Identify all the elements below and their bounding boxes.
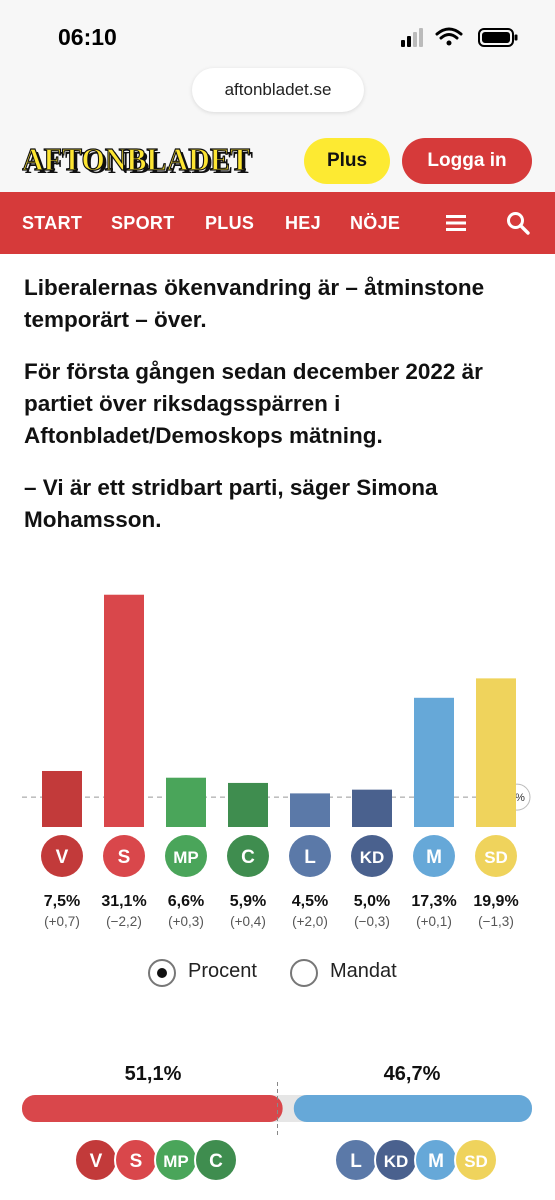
url-text: aftonbladet.se xyxy=(224,80,332,99)
value-label: 19,9% xyxy=(473,893,518,910)
article-paragraph-1: Liberalernas ökenvandring är – åtminston… xyxy=(24,275,485,332)
nav-item-noje[interactable]: NÖJE xyxy=(350,213,401,233)
status-icons xyxy=(401,27,518,47)
party-label: KD xyxy=(360,848,385,867)
bar-s xyxy=(104,594,144,827)
bloc-comparison: 51,1% 46,7% V S MP C L KD M SD xyxy=(22,1063,532,1182)
bar-v xyxy=(42,770,82,827)
party-label: SD xyxy=(484,848,508,867)
nav-item-plus[interactable]: PLUS xyxy=(205,213,255,233)
status-bar: 06:10 xyxy=(0,0,555,80)
bar-kd xyxy=(352,789,392,827)
left-party-badge-c xyxy=(194,1138,238,1182)
article-paragraph-3: – Vi är ett stridbart parti, säger Simon… xyxy=(24,475,438,532)
party-badge-mp[interactable] xyxy=(165,835,207,877)
party-label: S xyxy=(130,1151,143,1172)
party-label: V xyxy=(90,1151,103,1172)
poll-bar-chart: 4%V7,5%(+0,7)S31,1%(−2,2)MP6,6%(+0,3)C5,… xyxy=(22,594,531,929)
party-label: L xyxy=(304,847,316,868)
view-toggle: Procent Mandat xyxy=(148,958,448,988)
value-label: 5,9% xyxy=(230,893,266,910)
value-label: 5,0% xyxy=(354,893,390,910)
party-label: M xyxy=(428,1151,444,1172)
logo-text: AFTONBLADET xyxy=(22,141,250,177)
radio-mandat-circle xyxy=(290,959,318,987)
party-badge-c[interactable] xyxy=(227,835,269,877)
url-bar[interactable]: aftonbladet.se xyxy=(192,68,364,112)
party-label: SD xyxy=(464,1152,488,1171)
plus-button[interactable]: Plus xyxy=(304,138,390,184)
party-badge-sd[interactable] xyxy=(475,835,517,877)
party-badge-kd[interactable] xyxy=(351,835,393,877)
article-body: Liberalernas ökenvandring är – åtminston… xyxy=(24,272,534,556)
change-label: (+0,1) xyxy=(416,914,452,929)
radio-mandat-label: Mandat xyxy=(330,960,397,982)
bar-mp xyxy=(166,777,206,827)
change-label: (+2,0) xyxy=(292,914,328,929)
right-bloc-bar xyxy=(293,1095,532,1122)
bar-m xyxy=(414,697,454,827)
party-label: C xyxy=(209,1151,223,1172)
cellular-signal-icon xyxy=(401,28,423,47)
nav-item-hej[interactable]: HEJ xyxy=(285,213,321,233)
change-label: (+0,3) xyxy=(168,914,204,929)
party-badge-v[interactable] xyxy=(41,835,83,877)
status-time: 06:10 xyxy=(58,24,117,50)
change-label: (+0,4) xyxy=(230,914,266,929)
right-bloc-percent: 46,7% xyxy=(384,1063,441,1085)
right-party-badge-sd xyxy=(454,1138,498,1182)
bar-l xyxy=(290,793,330,827)
value-label: 4,5% xyxy=(292,893,328,910)
party-badge-l[interactable] xyxy=(289,835,331,877)
radio-mandat[interactable]: Mandat xyxy=(290,958,420,988)
party-label: MP xyxy=(173,848,199,867)
article-paragraph-2: För första gången sedan december 2022 är… xyxy=(24,359,483,448)
value-label: 7,5% xyxy=(44,893,80,910)
search-icon[interactable] xyxy=(505,210,531,236)
battery-icon xyxy=(478,28,518,47)
party-label: S xyxy=(118,847,131,868)
party-badge-s[interactable] xyxy=(103,835,145,877)
party-label: KD xyxy=(384,1152,409,1171)
radio-selected-dot xyxy=(157,968,167,978)
radio-procent[interactable]: Procent xyxy=(148,958,278,988)
radio-procent-circle xyxy=(148,959,176,987)
radio-procent-label: Procent xyxy=(188,960,257,982)
nav-item-start[interactable]: START xyxy=(22,213,83,233)
logo-shadow: AFTONBLADET xyxy=(25,144,253,180)
change-label: (+0,7) xyxy=(44,914,80,929)
party-label: L xyxy=(350,1151,362,1172)
bar-c xyxy=(228,782,268,827)
value-label: 17,3% xyxy=(411,893,456,910)
party-label: M xyxy=(426,847,442,868)
main-nav: START SPORT PLUS HEJ NÖJE xyxy=(0,192,555,254)
change-label: (−0,3) xyxy=(354,914,390,929)
value-label: 6,6% xyxy=(168,893,204,910)
aftonbladet-logo[interactable]: AFTONBLADET AFTONBLADET xyxy=(22,138,256,180)
hamburger-menu-icon[interactable] xyxy=(443,210,469,236)
change-label: (−1,3) xyxy=(478,914,514,929)
party-badge-m[interactable] xyxy=(413,835,455,877)
nav-item-sport[interactable]: SPORT xyxy=(111,213,175,233)
change-label: (−2,2) xyxy=(106,914,142,929)
party-label: C xyxy=(241,847,255,868)
bar-sd xyxy=(476,678,516,827)
party-label: V xyxy=(56,847,69,868)
party-label: MP xyxy=(163,1152,189,1171)
login-button[interactable]: Logga in xyxy=(402,138,532,184)
left-bloc-percent: 51,1% xyxy=(125,1063,182,1085)
left-bloc-bar xyxy=(22,1095,283,1122)
value-label: 31,1% xyxy=(101,893,146,910)
wifi-icon xyxy=(435,27,463,46)
